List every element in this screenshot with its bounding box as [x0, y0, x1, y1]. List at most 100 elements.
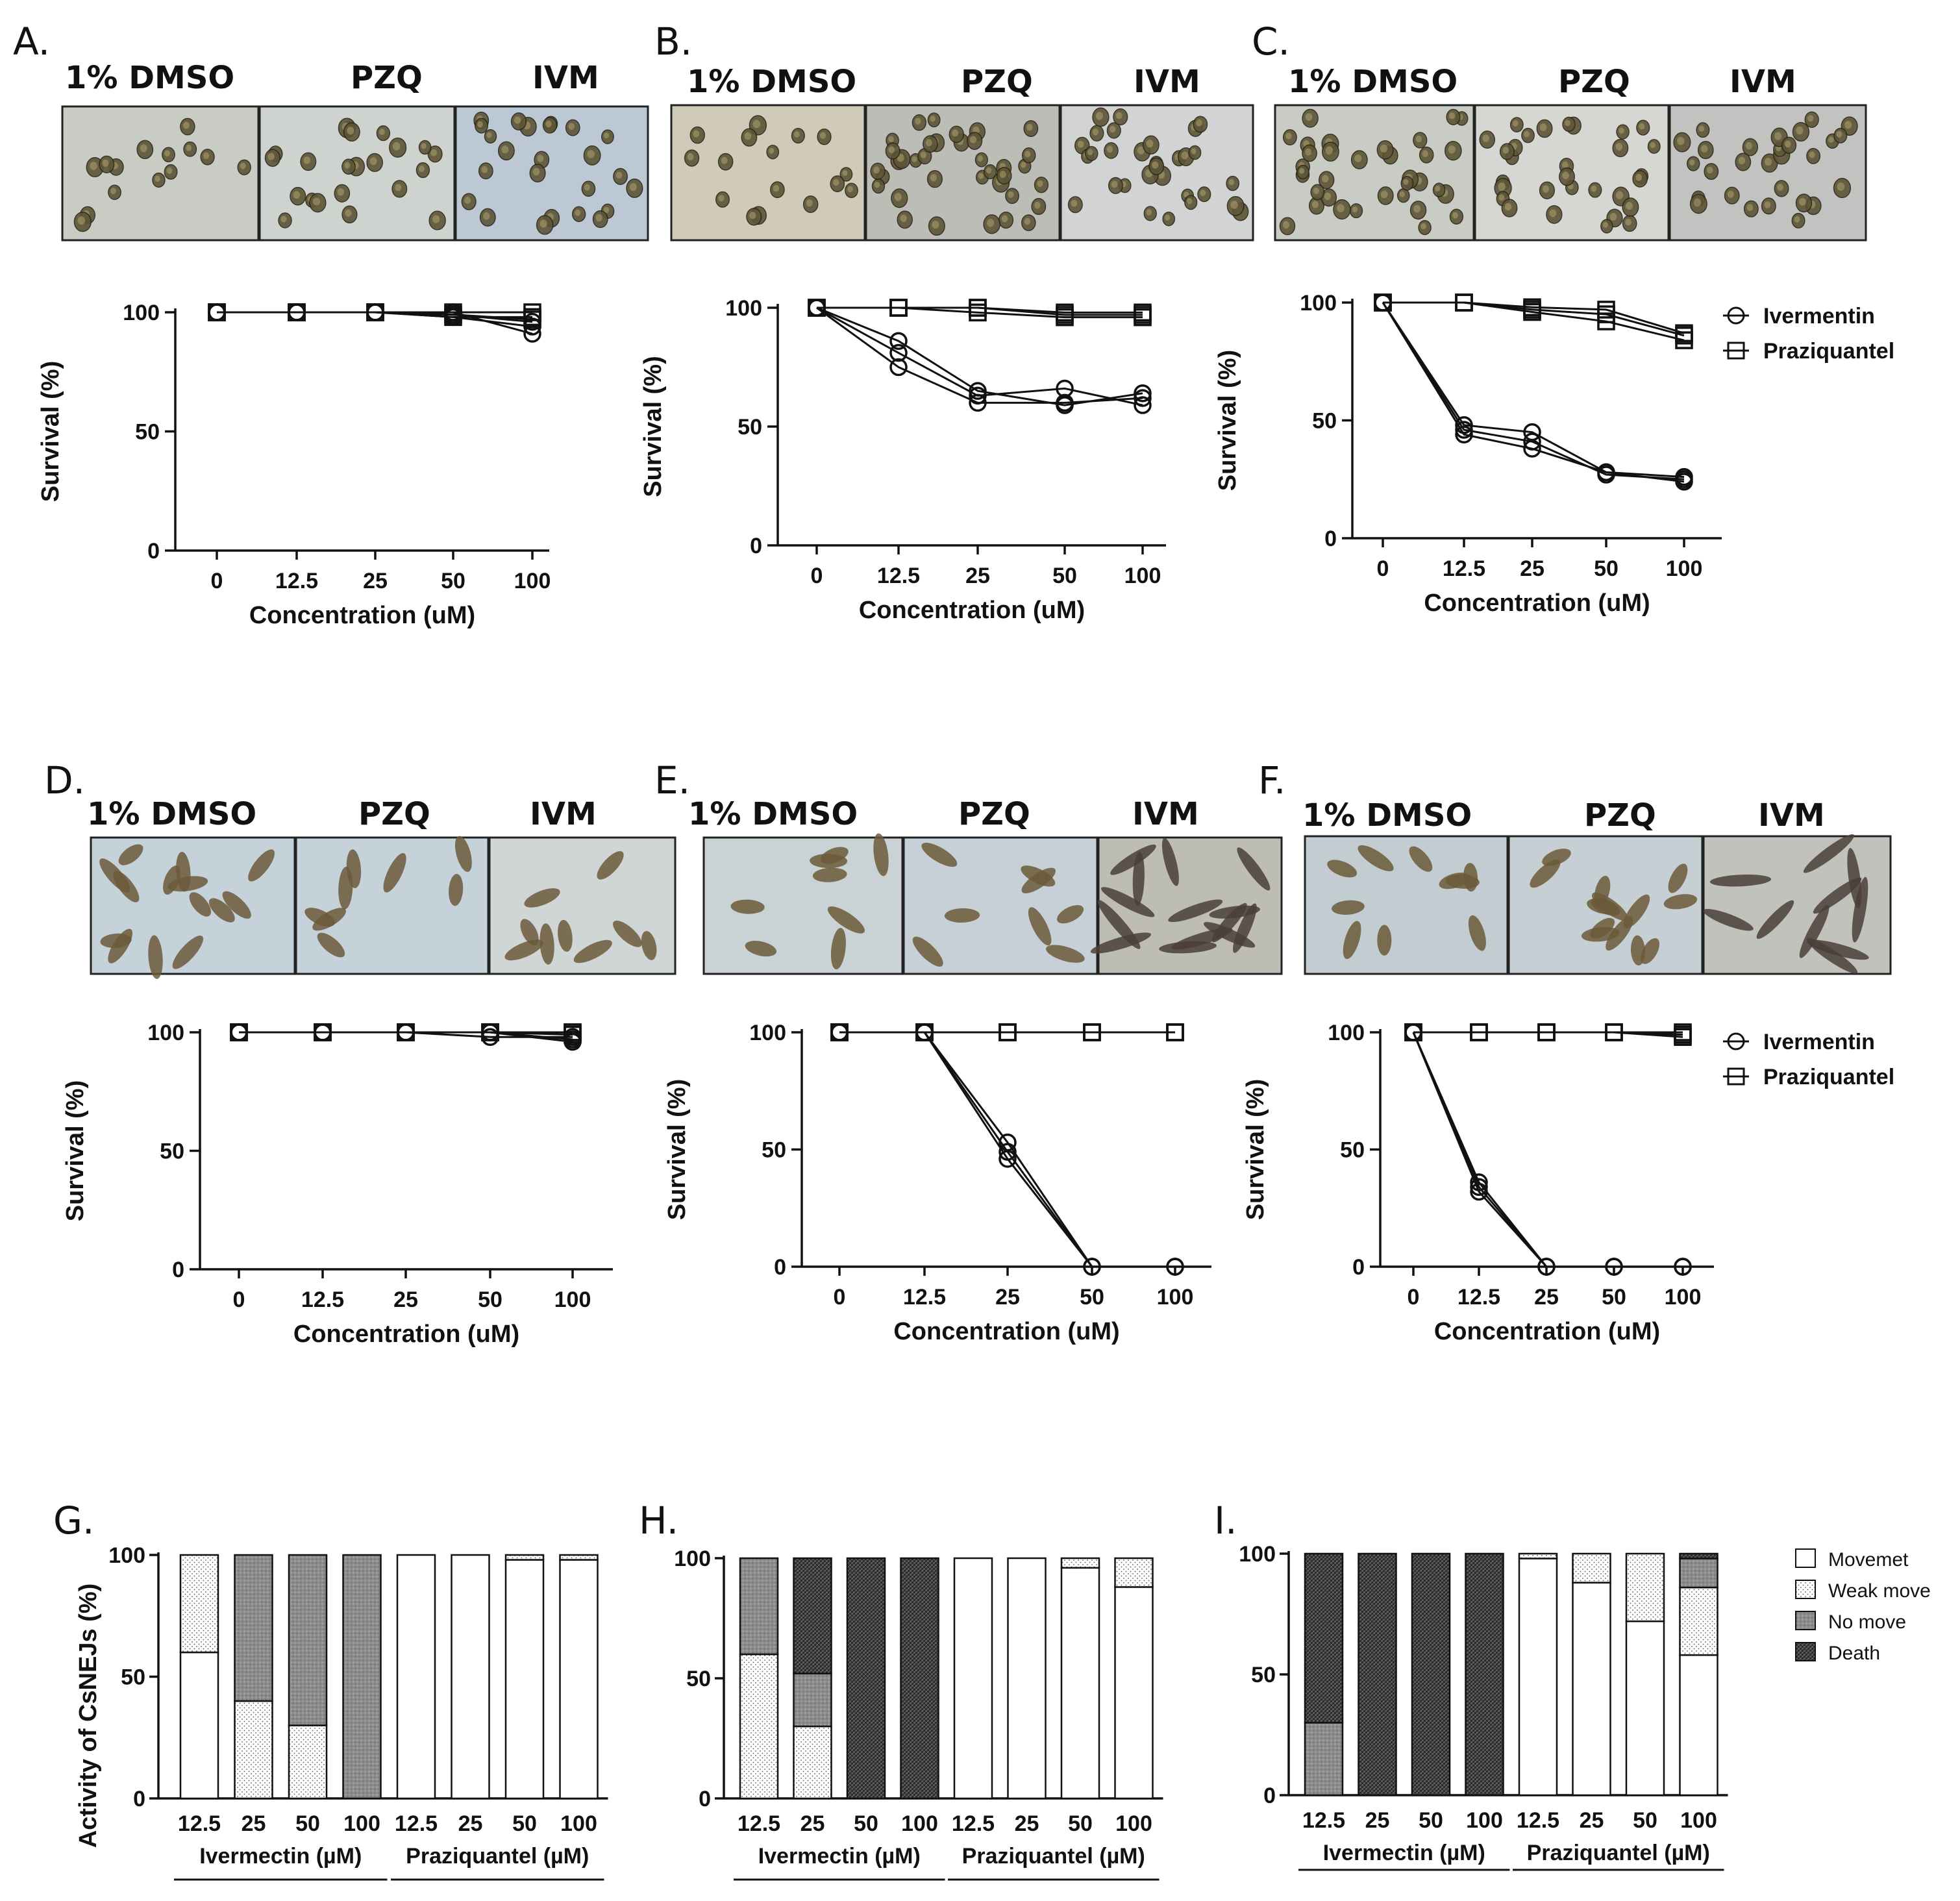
x-tick-label: 25: [1580, 1808, 1604, 1833]
egg-highlight: [721, 156, 728, 164]
juvenile-worm: [641, 930, 657, 960]
egg-highlight: [182, 121, 190, 129]
y-axis-label: Activity of CsNEJs (%): [75, 1584, 102, 1848]
label-dmso: 1% DMSO: [65, 60, 234, 96]
bar-segment-no-move: [793, 1672, 832, 1728]
egg-highlight: [1701, 145, 1708, 153]
egg-highlight: [90, 162, 97, 170]
egg-highlight: [1187, 198, 1193, 205]
data-point-ivermectin: [1605, 1258, 1623, 1276]
juvenile-worm: [317, 932, 345, 958]
juvenile-worm: [1703, 909, 1754, 931]
bar-segment-death: [1679, 1552, 1718, 1559]
x-tick-label: 25: [1534, 1285, 1559, 1310]
juvenile-worm: [912, 936, 943, 967]
egg-highlight: [1794, 216, 1800, 223]
egg-highlight: [1796, 126, 1804, 135]
egg-highlight: [1625, 201, 1633, 210]
data-point-ivermectin: [1674, 1258, 1692, 1276]
legend: Ivermentin Praziquantel: [1723, 1030, 1894, 1089]
group-label: Ivermectin (µM): [199, 1844, 362, 1869]
bar-chart-i: 0 50 100 12.5 25 50 100 12.5 25 50 100 Ivermectin (…: [1239, 1542, 1931, 1871]
juvenile-worm: [597, 851, 624, 880]
egg-highlight: [1422, 150, 1428, 157]
data-point-praziquantel: [523, 310, 541, 329]
egg-highlight: [1650, 142, 1656, 149]
x-tick-label: 0: [834, 1285, 846, 1310]
data-point-praziquantel: [1083, 1023, 1101, 1041]
egg-highlight: [1420, 223, 1426, 230]
x-tick-label: 50: [295, 1811, 320, 1836]
juvenile-worm: [1327, 860, 1358, 878]
data-point-ivermectin: [1056, 393, 1074, 412]
group-label: Ivermectin (µM): [1323, 1841, 1485, 1865]
egg-highlight: [1415, 135, 1422, 143]
egg-highlight: [1619, 127, 1624, 134]
y-tick-label: 100: [123, 301, 160, 325]
juvenile-worm: [1756, 900, 1794, 939]
series-line-ivermentin: [217, 311, 533, 335]
juvenile-worm: [1409, 846, 1433, 872]
series-line-praziquantel: [1413, 1031, 1683, 1036]
egg-highlight: [847, 186, 853, 193]
egg-highlight: [1625, 218, 1631, 226]
egg-photo: [1060, 104, 1254, 242]
x-tick-label: 0: [211, 569, 223, 593]
x-tick-label: 25: [800, 1811, 825, 1836]
egg-highlight: [1165, 214, 1171, 221]
egg-highlight: [1616, 191, 1624, 199]
juvenile-worm: [1630, 935, 1646, 966]
egg-highlight: [1435, 186, 1441, 192]
label-pzq: PZQ: [961, 64, 1033, 100]
egg-highlight: [1077, 140, 1084, 148]
x-tick-label: 25: [1365, 1808, 1390, 1833]
egg-highlight: [752, 119, 761, 129]
egg-highlight: [693, 130, 700, 138]
egg-highlight: [1403, 179, 1409, 185]
x-tick-label: 12.5: [1302, 1808, 1345, 1833]
egg-highlight: [1008, 191, 1014, 198]
data-point-praziquantel: [1374, 293, 1392, 312]
egg-highlight: [514, 116, 521, 124]
egg-highlight: [842, 169, 848, 177]
bar-segment-no-move: [1679, 1558, 1718, 1589]
y-tick-label: 0: [750, 534, 762, 558]
x-tick-label: 50: [441, 569, 465, 593]
juvenile-worm: [1445, 874, 1480, 889]
egg-highlight: [545, 120, 552, 128]
bar-segment-movemet: [1625, 1620, 1665, 1796]
series-line-praziquantel: [817, 306, 1143, 316]
bar-segment-movemet: [1007, 1557, 1047, 1800]
juvenile-worm: [812, 867, 847, 882]
y-tick-label: 100: [147, 1021, 184, 1045]
x-tick-label: 0: [1377, 556, 1389, 581]
x-axis-label: Concentration (uM): [1434, 1318, 1660, 1345]
y-tick-label: 50: [135, 420, 160, 445]
y-tick-label: 0: [147, 539, 160, 564]
egg-highlight: [615, 171, 623, 179]
label-pzq: PZQ: [1558, 64, 1630, 100]
egg-highlight: [1745, 142, 1752, 150]
data-point-praziquantel: [444, 305, 462, 324]
egg-highlight: [687, 153, 694, 160]
x-tick-label: 25: [363, 569, 388, 593]
juvenile-worm: [1803, 834, 1855, 873]
juvenile-worm: [1021, 865, 1056, 887]
egg-highlight: [1337, 204, 1345, 213]
x-tick-label: 100: [514, 569, 551, 593]
y-tick-label: 0: [133, 1787, 145, 1811]
egg-highlight: [477, 121, 483, 128]
x-tick-label: 12.5: [178, 1811, 221, 1836]
x-tick-label: 12.5: [301, 1287, 344, 1312]
bar-segment-death: [1465, 1552, 1504, 1796]
egg-highlight: [312, 197, 320, 206]
juvenile-worm: [613, 920, 642, 947]
bar-segment-weak-move: [1572, 1552, 1611, 1584]
x-tick-label: 50: [854, 1811, 878, 1836]
x-tick-label: 12.5: [395, 1811, 438, 1836]
egg-highlight: [1311, 201, 1319, 208]
juvenile-worm: [1468, 915, 1486, 951]
x-tick-label: 12.5: [952, 1811, 995, 1836]
